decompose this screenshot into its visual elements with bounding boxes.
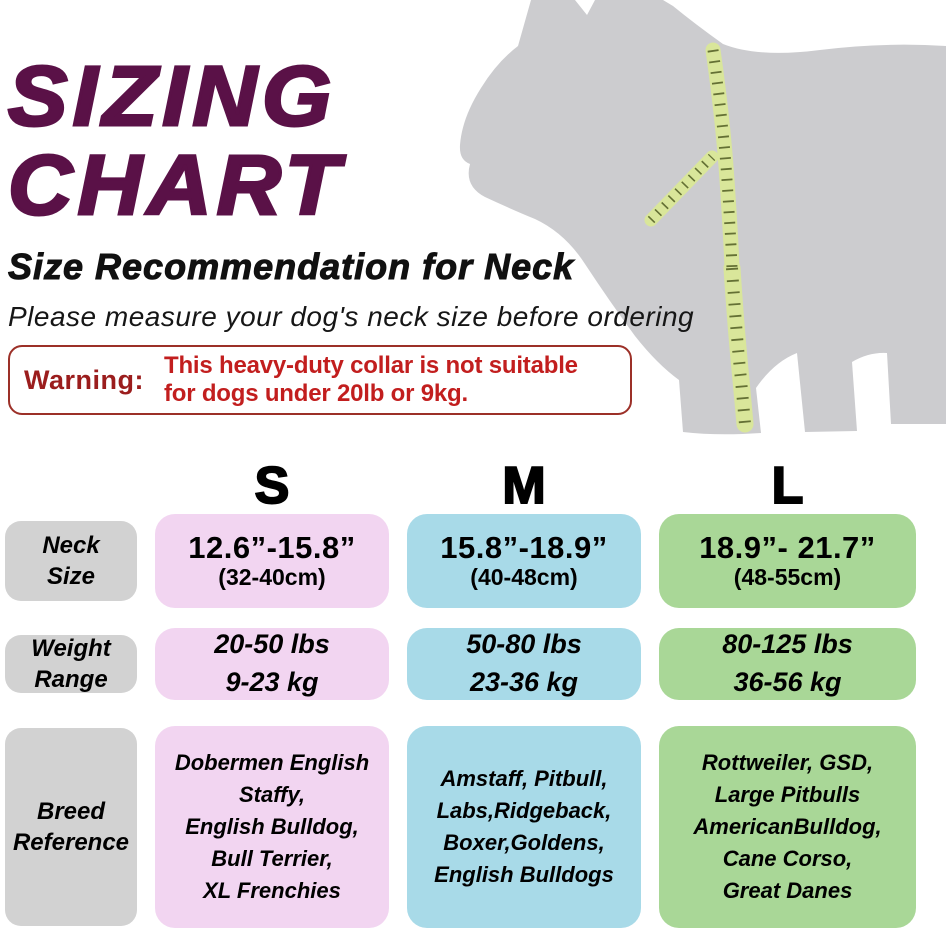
row-label-breed-reference: Breed Reference xyxy=(5,728,137,926)
warning-label: Warning: xyxy=(24,364,144,395)
breed-reference-cell-l: Rottweiler, GSD, Large Pitbulls American… xyxy=(659,726,916,928)
page-subtitle: Size Recommendation for Neck xyxy=(7,246,575,288)
column-header-l: L xyxy=(771,456,805,516)
warning-box: Warning: This heavy-duty collar is not s… xyxy=(8,345,632,415)
breed-list-s: Dobermen English Staffy, English Bulldog… xyxy=(174,750,370,903)
warning-message: This heavy-duty collar is not suitable f… xyxy=(163,352,578,407)
neck-size-inches-s: 12.6”-15.8” xyxy=(188,530,356,566)
sizing-table: S M L Neck Size 12.6”-15.8” (32-40cm) 15… xyxy=(5,456,916,928)
weight-range-value-m: 50-80 lbs 23-36 kg xyxy=(466,629,582,697)
neck-size-cell-l: 18.9”- 21.7” (48-55cm) xyxy=(659,514,916,608)
measuring-tape-chest-band xyxy=(723,259,754,433)
dog-body-shape xyxy=(459,0,946,435)
breed-reference-cell-s: Dobermen English Staffy, English Bulldog… xyxy=(155,726,389,928)
neck-size-cm-s: (32-40cm) xyxy=(218,563,326,590)
breed-reference-cell-m: Amstaff, Pitbull, Labs,Ridgeback, Boxer,… xyxy=(407,726,641,928)
neck-size-cm-m: (40-48cm) xyxy=(470,563,578,590)
weight-range-value-s: 20-50 lbs 9-23 kg xyxy=(214,629,330,697)
row-label-weight-range: Weight Range xyxy=(5,635,137,693)
neck-size-inches-l: 18.9”- 21.7” xyxy=(699,530,876,566)
breed-list-m: Amstaff, Pitbull, Labs,Ridgeback, Boxer,… xyxy=(434,766,614,887)
page-title: SIZING CHART xyxy=(6,49,345,232)
column-header-m: M xyxy=(501,456,546,516)
neck-size-cm-l: (48-55cm) xyxy=(733,563,842,590)
breed-list-l: Rottweiler, GSD, Large Pitbulls American… xyxy=(693,750,882,903)
weight-range-cell-m: 50-80 lbs 23-36 kg xyxy=(407,628,641,700)
row-label-neck-size: Neck Size xyxy=(5,521,137,601)
measuring-tape xyxy=(644,42,754,433)
dog-silhouette-illustration xyxy=(459,0,946,435)
neck-size-cell-m: 15.8”-18.9” (40-48cm) xyxy=(407,514,641,608)
weight-range-value-l: 80-125 lbs 36-56 kg xyxy=(722,629,853,697)
column-header-s: S xyxy=(254,456,291,516)
weight-range-cell-l: 80-125 lbs 36-56 kg xyxy=(659,628,916,700)
measuring-tape-ticks-neck xyxy=(707,49,738,269)
neck-size-cell-s: 12.6”-15.8” (32-40cm) xyxy=(155,514,389,608)
measure-note: Please measure your dog's neck size befo… xyxy=(8,301,695,332)
measuring-tape-chin-band xyxy=(644,150,719,227)
neck-size-inches-m: 15.8”-18.9” xyxy=(440,530,608,566)
weight-range-cell-s: 20-50 lbs 9-23 kg xyxy=(155,628,389,700)
